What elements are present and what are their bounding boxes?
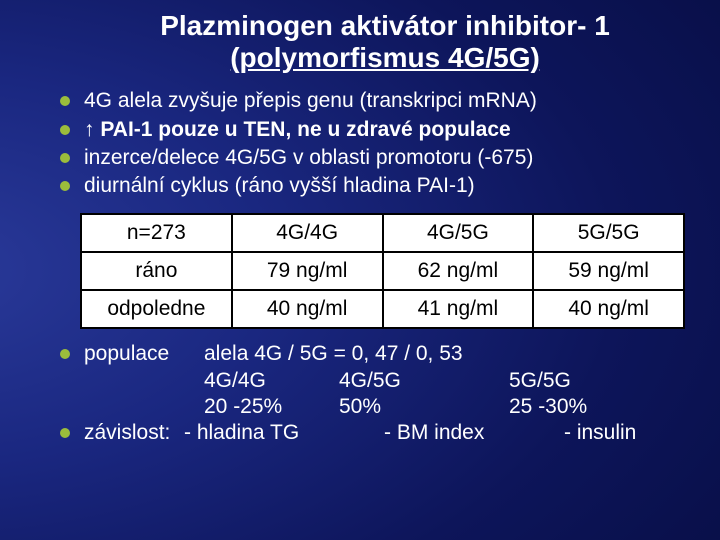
table-cell: 4G/5G	[383, 214, 534, 252]
population-pct: 25 -30%	[509, 394, 649, 420]
table-cell: 40 ng/ml	[232, 290, 383, 328]
bullet-item: populace alela 4G / 5G = 0, 47 / 0, 53 4…	[60, 341, 690, 420]
bullet-item: 4G alela zvyšuje přepis genu (transkripc…	[60, 88, 690, 114]
population-row: 4G/4G 4G/5G 5G/5G	[84, 368, 690, 394]
table-cell: 59 ng/ml	[533, 252, 684, 290]
table-cell: 62 ng/ml	[383, 252, 534, 290]
table-cell: n=273	[81, 214, 232, 252]
table-cell: ráno	[81, 252, 232, 290]
population-block: populace alela 4G / 5G = 0, 47 / 0, 53 4…	[84, 341, 690, 420]
population-row: populace alela 4G / 5G = 0, 47 / 0, 53	[84, 341, 690, 367]
bullet-text: PAI-1 pouze u TEN, ne u zdravé populace	[95, 118, 511, 141]
table-cell: odpoledne	[81, 290, 232, 328]
title-line-1: Plazminogen aktivátor inhibitor- 1	[160, 10, 610, 41]
table-cell: 40 ng/ml	[533, 290, 684, 328]
population-col: 4G/5G	[339, 368, 509, 394]
table-cell: 79 ng/ml	[232, 252, 383, 290]
population-pct: 20 -25%	[204, 394, 339, 420]
population-row: 20 -25% 50% 25 -30%	[84, 394, 690, 420]
table-cell: 4G/4G	[232, 214, 383, 252]
table-row: ráno 79 ng/ml 62 ng/ml 59 ng/ml	[81, 252, 684, 290]
bullet-item: ↑ PAI-1 pouze u TEN, ne u zdravé populac…	[60, 117, 690, 143]
bullet-list-bottom: populace alela 4G / 5G = 0, 47 / 0, 53 4…	[30, 341, 690, 446]
slide-title: Plazminogen aktivátor inhibitor- 1 (poly…	[30, 10, 690, 74]
slide: Plazminogen aktivátor inhibitor- 1 (poly…	[0, 0, 720, 446]
up-arrow-icon: ↑	[84, 118, 95, 141]
dependence-item: - hladina TG	[184, 420, 384, 446]
data-table: n=273 4G/4G 4G/5G 5G/5G ráno 79 ng/ml 62…	[80, 213, 685, 329]
table-cell: 41 ng/ml	[383, 290, 534, 328]
table-row: n=273 4G/4G 4G/5G 5G/5G	[81, 214, 684, 252]
dependence-block: závislost: - hladina TG - BM index - ins…	[84, 420, 690, 446]
bullet-text: 4G alela zvyšuje přepis genu (transkripc…	[84, 89, 537, 112]
population-pct: 50%	[339, 394, 509, 420]
bullet-item: závislost: - hladina TG - BM index - ins…	[60, 420, 690, 446]
bullet-text: diurnální cyklus (ráno vyšší hladina PAI…	[84, 174, 475, 197]
dependence-item: - insulin	[564, 420, 684, 446]
table-cell: 5G/5G	[533, 214, 684, 252]
population-col: 5G/5G	[509, 368, 649, 394]
bullet-text: inzerce/delece 4G/5G v oblasti promotoru…	[84, 146, 533, 169]
dependence-label: závislost:	[84, 420, 184, 446]
population-col: 4G/4G	[204, 368, 339, 394]
population-label: populace	[84, 341, 204, 367]
table-row: odpoledne 40 ng/ml 41 ng/ml 40 ng/ml	[81, 290, 684, 328]
bullet-item: inzerce/delece 4G/5G v oblasti promotoru…	[60, 145, 690, 171]
population-ratio: alela 4G / 5G = 0, 47 / 0, 53	[204, 341, 463, 367]
bullet-item: diurnální cyklus (ráno vyšší hladina PAI…	[60, 173, 690, 199]
title-line-2: (polymorfismus 4G/5G)	[230, 42, 540, 74]
bullet-list-top: 4G alela zvyšuje přepis genu (transkripc…	[30, 88, 690, 199]
dependence-item: - BM index	[384, 420, 564, 446]
